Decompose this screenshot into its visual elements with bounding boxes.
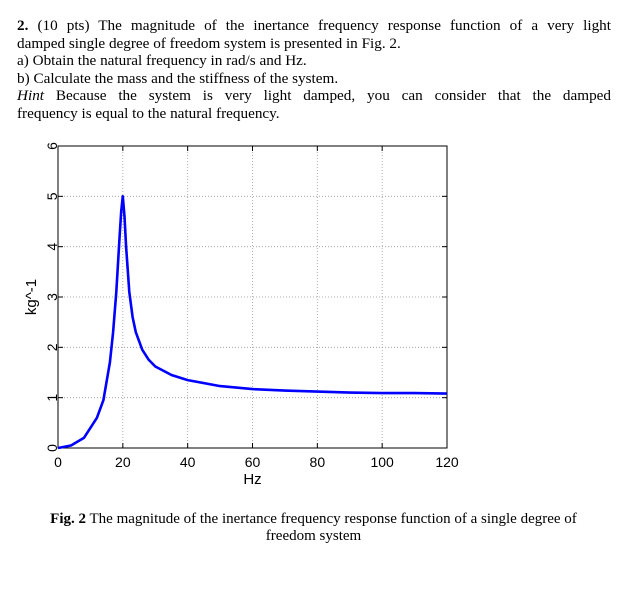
problem-hint-line2: frequency is equal to the natural freque…: [17, 104, 280, 122]
x-tick-label: 100: [370, 454, 394, 470]
problem-number: 2.: [17, 17, 29, 34]
x-tick-labels: 0 20 40 60 80 100 120: [54, 454, 459, 470]
hint-label: Hint: [17, 87, 45, 105]
y-tick-label: 6: [44, 142, 60, 150]
y-tick-labels: 0 1 2 3 4 5 6: [44, 142, 60, 452]
problem-part-b: b) Calculate the mass and the stiffness …: [17, 69, 339, 87]
problem-statement: 2. (10 pts) The magnitude of the inertan…: [17, 17, 611, 123]
series-line: [57, 195, 448, 450]
hint-text: Because the system is very light damped,…: [55, 87, 612, 105]
problem-intro-line1: 2. (10 pts) The magnitude of the inertan…: [17, 17, 611, 35]
x-tick-label: 0: [54, 454, 62, 470]
y-tick-label: 5: [44, 192, 60, 200]
x-tick-label: 60: [245, 454, 261, 470]
x-tick-label: 20: [115, 454, 131, 470]
x-tick-label: 120: [435, 454, 459, 470]
problem-intro-line2: damped single degree of freedom system i…: [17, 34, 401, 52]
problem-hint-line1: Hint Because the system is very light da…: [17, 87, 611, 105]
y-tick-label: 1: [44, 394, 60, 402]
figure-caption: Fig. 2 The magnitude of the inertance fr…: [0, 511, 627, 545]
x-tick-label: 40: [180, 454, 196, 470]
problem-part-a: a) Obtain the natural frequency in rad/s…: [17, 52, 307, 70]
grid-horizontal-lines: [58, 195, 447, 399]
problem-points: (10 pts): [37, 17, 90, 34]
y-tick-label: 0: [44, 444, 60, 452]
x-axis-label: Hz: [243, 471, 261, 488]
y-axis-label: kg^-1: [23, 279, 40, 315]
frequency-response-chart: 0 20 40 60 80 100 120 0 1 2 3 4 5 6 Hz kg^-1: [23, 142, 459, 488]
axis-tick-marks: [57, 145, 448, 449]
y-tick-label: 2: [44, 343, 60, 351]
x-tick-label: 80: [310, 454, 326, 470]
figure-caption-label: Fig. 2: [50, 511, 87, 527]
y-tick-label: 4: [44, 243, 60, 251]
problem-intro-text: The magnitude of the inertance frequency…: [98, 17, 611, 34]
y-tick-label: 3: [44, 293, 60, 301]
figure-caption-text-line2: freedom system: [265, 528, 362, 544]
figure-caption-text-line1: The magnitude of the inertance frequency…: [89, 511, 577, 527]
